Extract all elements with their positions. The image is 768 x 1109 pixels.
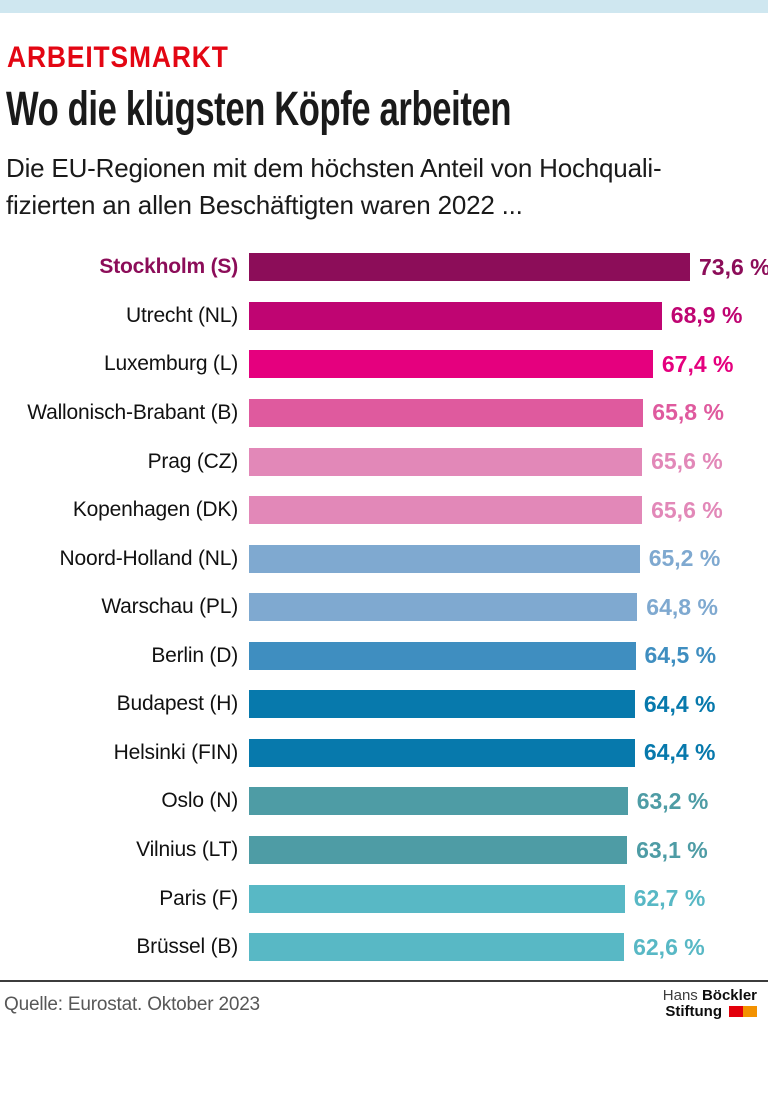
bar: [249, 787, 628, 816]
bar: [249, 544, 640, 573]
bar-label: Oslo (N): [161, 789, 238, 813]
bar-value: 63,2 %: [636, 787, 709, 814]
bar-label: Vilnius (LT): [136, 838, 238, 862]
source-note: Quelle: Eurostat. Oktober 2023: [4, 994, 260, 1015]
logo-orange-square-icon: [743, 1006, 757, 1017]
subtitle-line-2: fizierten an allen Beschäftigten waren 2…: [6, 190, 523, 220]
logo-red-square-icon: [729, 1006, 743, 1017]
chart-row: Vilnius (LT) 63,1 %: [0, 826, 768, 875]
bar-label: Utrecht (NL): [126, 303, 238, 327]
bar: [249, 933, 625, 962]
chart-row: Noord-Holland (NL) 65,2 %: [0, 534, 768, 583]
bar-value: 65,2 %: [648, 545, 721, 572]
chart-row: Helsinki (FIN) 64,4 %: [0, 729, 768, 778]
chart-row: Oslo (N) 63,2 %: [0, 777, 768, 826]
logo-line-1: Hans Böckler: [663, 988, 757, 1004]
chart-row: Warschau (PL) 64,8 %: [0, 583, 768, 632]
bar-label: Noord-Holland (NL): [59, 546, 239, 570]
bar-label: Luxemburg (L): [104, 352, 238, 376]
subtitle: Die EU-Regionen mit dem höchsten Anteil …: [6, 150, 662, 224]
chart-row: Budapest (H) 64,4 %: [0, 680, 768, 729]
bar-label: Wallonisch-Brabant (B): [27, 400, 238, 424]
bar: [249, 690, 635, 719]
bar-value: 64,4 %: [643, 739, 716, 766]
top-accent-strip: [0, 0, 768, 13]
chart-row: Wallonisch-Brabant (B) 65,8 %: [0, 389, 768, 438]
bar: [249, 884, 625, 913]
bar: [249, 301, 662, 330]
bar-value: 62,7 %: [633, 885, 706, 912]
bar-label: Stockholm (S): [99, 255, 238, 279]
bar-label: Brüssel (B): [136, 935, 238, 959]
bar-value: 73,6 %: [699, 253, 768, 280]
bar-value: 65,8 %: [652, 399, 724, 426]
bar-value: 68,9 %: [670, 302, 743, 329]
chart-row: Paris (F) 62,7 %: [0, 874, 768, 923]
bar-label: Warschau (PL): [101, 595, 238, 619]
bar: [249, 447, 643, 476]
bar-value: 65,6 %: [651, 496, 723, 523]
bar-label: Budapest (H): [116, 692, 239, 716]
footer-divider: [0, 980, 768, 982]
logo-line-2: Stiftung: [663, 1004, 757, 1020]
chart-row: Berlin (D) 64,5 %: [0, 632, 768, 681]
bar-chart: Stockholm (S) 73,6 % Utrecht (NL) 68,9 % Lux…: [0, 243, 768, 971]
chart-row: Prag (CZ) 65,6 %: [0, 437, 768, 486]
bar: [249, 253, 690, 282]
bar: [249, 593, 638, 622]
kicker: ARBEITSMARKT: [7, 41, 229, 74]
bar-value: 64,8 %: [646, 593, 718, 620]
chart-row: Kopenhagen (DK) 65,6 %: [0, 486, 768, 535]
bar: [249, 836, 628, 865]
bar-value: 64,5 %: [644, 642, 717, 669]
hans-boeckler-stiftung-logo: Hans Böckler Stiftung: [663, 988, 757, 1020]
logo-boeckler: Böckler: [701, 987, 757, 1004]
bar: [249, 641, 636, 670]
page-title: Wo die klügsten Köpfe arbeiten: [6, 83, 512, 136]
chart-row: Utrecht (NL) 68,9 %: [0, 292, 768, 341]
bar-value: 63,1 %: [636, 836, 708, 863]
logo-stiftung: Stiftung: [665, 1003, 722, 1020]
bar: [249, 350, 653, 379]
bar: [249, 398, 644, 427]
bar-label: Berlin (D): [151, 643, 238, 667]
bar-label: Helsinki (FIN): [113, 740, 239, 764]
chart-row: Luxemburg (L) 67,4 %: [0, 340, 768, 389]
bar-label: Prag (CZ): [147, 449, 239, 473]
bar: [249, 496, 643, 525]
bar-value: 62,6 %: [633, 933, 705, 960]
chart-row: Brüssel (B) 62,6 %: [0, 923, 768, 972]
bar: [249, 738, 635, 767]
bar-value: 64,4 %: [643, 690, 716, 717]
bar-label: Paris (F): [159, 886, 238, 910]
bar-label: Kopenhagen (DK): [72, 498, 238, 522]
bar-value: 67,4 %: [661, 350, 734, 377]
bar-value: 65,6 %: [651, 448, 723, 475]
chart-row: Stockholm (S) 73,6 %: [0, 243, 768, 292]
logo-hans: Hans: [662, 987, 698, 1004]
subtitle-line-1: Die EU-Regionen mit dem höchsten Anteil …: [6, 153, 662, 183]
